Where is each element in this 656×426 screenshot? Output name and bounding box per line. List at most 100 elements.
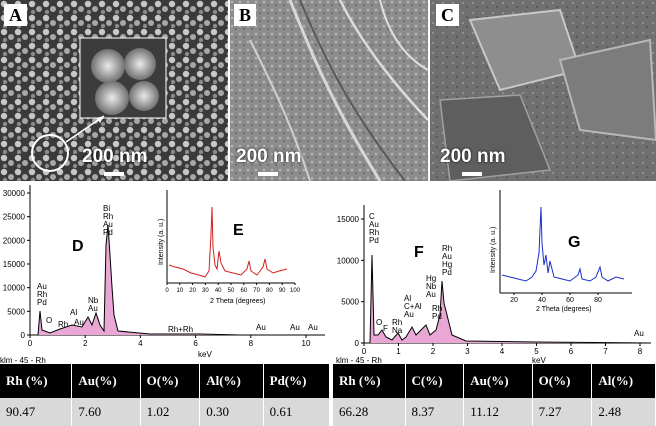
table-left-cell: 0.30 — [199, 398, 264, 426]
table-right-header: O(%) — [532, 364, 593, 398]
eds-left-label-5b: Au — [88, 304, 98, 313]
eds-right-label-5b: Nb — [426, 282, 437, 291]
xrd-right-letter: G — [568, 234, 580, 251]
eds-left-xtick-label: 2 — [83, 339, 88, 348]
eds-left-label-5a: Nb — [88, 296, 99, 305]
eds-right-label-7a: Rh — [442, 244, 452, 253]
xrd-inset-left: Intensity (a. u.) 0 10 20 30 40 50 60 70 80 90 100… — [155, 185, 301, 305]
eds-left-label-0: Au — [37, 282, 47, 291]
xrd-left-xtick-label: 70 — [253, 288, 260, 294]
eds-left-label-1: O — [46, 316, 52, 325]
xrd-left-xtick-label: 90 — [279, 288, 286, 294]
eds-left-trace — [30, 224, 325, 336]
xrd-inset-right: Intensity (a. u.) 20 40 60 80 2 Theta (degr… — [484, 185, 634, 313]
table-right-cell: 8.37 — [405, 398, 465, 426]
table-left-header: O(%) — [140, 364, 201, 398]
xrd-left-xtick-label: 80 — [266, 288, 273, 294]
table-left-header: Au(%) — [71, 364, 141, 398]
sem-image-c: C 200 nm — [430, 0, 656, 181]
eds-right-label-7b: Au — [442, 252, 452, 261]
eds-left-label-6b: Rh — [103, 212, 113, 221]
eds-right-label-4b: C+Al — [404, 302, 422, 311]
eds-left-label-6d: Pd — [103, 228, 113, 237]
eds-right-label-1: O — [376, 318, 382, 327]
table-left-header-row: Rh (%) Au(%) O(%) Al(%) Pd(%) — [0, 364, 331, 398]
eds-right-xtick-label: 5 — [534, 347, 539, 356]
table-left-header: Al(%) — [199, 364, 264, 398]
table-left-cell: 7.60 — [71, 398, 141, 426]
xrd-left-ylabel: Intensity (a. u.) — [158, 219, 165, 265]
sem-texture-c — [430, 0, 656, 181]
eds-left-label-0b: Rh — [37, 290, 47, 299]
eds-right-xtick-label: 6 — [569, 347, 574, 356]
eds-right-label-0b: Au — [369, 220, 379, 229]
table-right-header: Au(%) — [463, 364, 533, 398]
xrd-right-xtick-label: 40 — [538, 297, 546, 304]
table-right-header-row: Rh (%) C(%) Au(%) O(%) Al(%) — [333, 364, 656, 398]
table-right-header: C(%) — [405, 364, 465, 398]
eds-right-label-5a: Hg — [426, 274, 436, 283]
eds-right-xtick-label: 0 — [362, 347, 367, 356]
eds-left-ytick-label: 5000 — [7, 307, 25, 316]
eds-left-ytick-label: 0 — [21, 331, 26, 340]
eds-right-ytick-label: 0 — [355, 339, 360, 348]
table-right-value-row: 66.28 8.37 11.12 7.27 2.48 — [333, 398, 656, 426]
eds-right-label-7c: Hg — [442, 260, 452, 269]
eds-right-ytick-label: 15000 — [337, 215, 360, 224]
eds-left-xunit: keV — [198, 350, 212, 359]
xrd-right-xtick-label: 60 — [566, 297, 574, 304]
eds-right-xtick-label: 1 — [396, 347, 401, 356]
eds-left-label-6a: Bi — [103, 204, 110, 213]
eds-right-trace — [364, 254, 652, 344]
highlight-circle — [31, 134, 69, 172]
panel-label-a: A — [4, 4, 27, 26]
eds-left-label-0c: Pd — [37, 298, 47, 307]
eds-left-xtick-label: 10 — [302, 339, 311, 348]
scale-label-a: 200 nm — [82, 146, 148, 167]
eds-left-ytick-label: 15000 — [3, 260, 26, 269]
eds-left-xtick-label: 4 — [138, 339, 143, 348]
table-right-header: Rh (%) — [333, 364, 406, 398]
eds-right-label-4a: Al — [404, 294, 411, 303]
eds-left-xtick-label: 8 — [249, 339, 254, 348]
xrd-left-xlabel: 2 Theta (degrees) — [210, 298, 266, 305]
xrd-right-xtick-label: 20 — [510, 297, 518, 304]
eds-left-label-3: Al — [70, 308, 77, 317]
panel-label-c: C — [436, 4, 459, 26]
xrd-left-xtick-label: 30 — [202, 288, 209, 294]
eds-left-letter: D — [72, 238, 84, 255]
eds-right-ytick-label: 5000 — [341, 298, 359, 307]
table-right-cell: 2.48 — [591, 398, 656, 426]
sem-texture-b — [230, 0, 428, 181]
eds-right-yticks: 0 5000 10000 15000 — [337, 215, 364, 348]
eds-right-xticks: 0 1 2 3 4 5 6 7 8 — [362, 343, 643, 356]
sem-texture-a — [0, 0, 228, 181]
table-left-value-row: 90.47 7.60 1.02 0.30 0.61 — [0, 398, 331, 426]
eds-right-label-0a: C — [369, 212, 375, 221]
table-left-cell: 0.61 — [263, 398, 331, 426]
eds-left-xtick-label: 0 — [28, 339, 33, 348]
eds-right-label-3a: Rh — [392, 318, 402, 327]
table-left-header: Pd(%) — [263, 364, 331, 398]
scale-bar-b — [258, 172, 278, 176]
eds-left-ytick-label: 10000 — [3, 284, 26, 293]
eds-left-label-7: Rh+Rh — [168, 325, 193, 334]
composition-table-left: Rh (%) Au(%) O(%) Al(%) Pd(%) 90.47 7.60… — [0, 364, 331, 426]
eds-left-label-2: Rh — [58, 320, 68, 329]
eds-right-xunit: keV — [532, 356, 546, 365]
eds-right-footer: klm - 45 - Rh — [336, 356, 382, 365]
eds-left-label-9: Au — [290, 323, 300, 332]
sem-image-b: B 200 nm — [230, 0, 428, 181]
eds-right-label-4c: Au — [404, 310, 414, 319]
eds-right-label-6a: Rh — [432, 304, 442, 313]
sem-image-a: A 200 nm — [0, 0, 228, 181]
eds-right-xtick-label: 7 — [603, 347, 608, 356]
xrd-right-xtick-label: 80 — [594, 297, 602, 304]
eds-spectrum-right: 0 5000 10000 15000 0 1 2 3 4 5 6 7 8 C Au Rh Pd O F… — [336, 185, 652, 365]
eds-right-xtick-label: 4 — [500, 347, 505, 356]
eds-left-label-6c: Au — [103, 220, 113, 229]
eds-spectrum-left: 0 5000 10000 15000 20000 25000 30000 0 2 4 6 8 10 A… — [0, 185, 325, 365]
eds-right-xtick-label: 2 — [431, 347, 436, 356]
xrd-left-xticks: 0 10 20 30 40 50 60 70 80 90 100 — [165, 283, 301, 294]
eds-right-label-0d: Pd — [369, 236, 379, 245]
